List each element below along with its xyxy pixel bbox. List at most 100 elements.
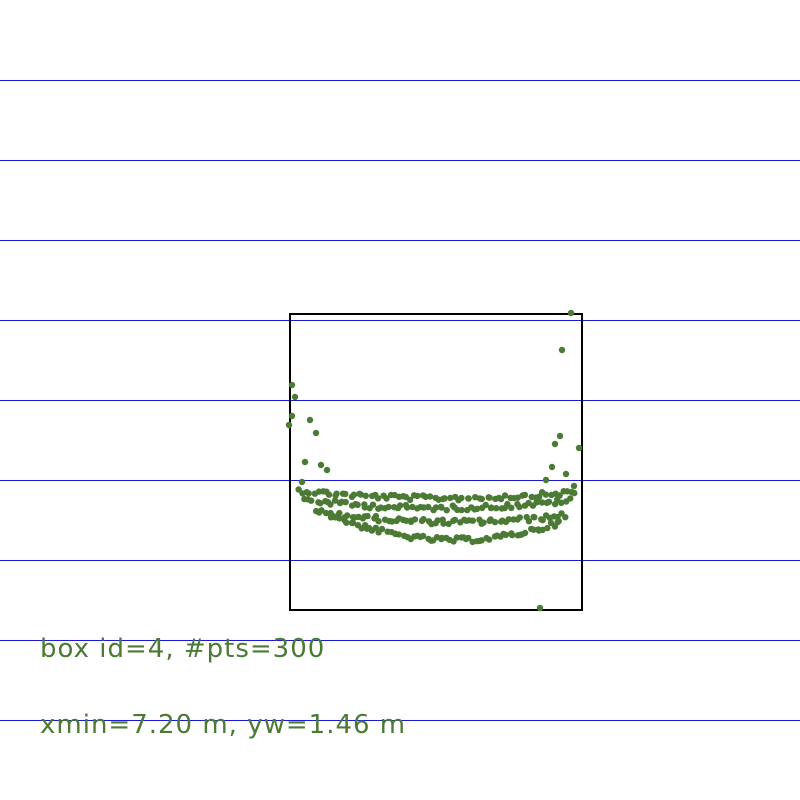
point bbox=[331, 497, 339, 504]
point bbox=[551, 440, 559, 448]
point bbox=[567, 309, 575, 317]
point bbox=[525, 518, 533, 525]
point bbox=[458, 506, 465, 514]
point bbox=[531, 514, 538, 521]
point bbox=[409, 503, 416, 511]
point bbox=[451, 516, 459, 524]
point bbox=[426, 493, 434, 500]
point bbox=[295, 486, 302, 493]
bounding-box bbox=[289, 313, 583, 611]
point bbox=[562, 514, 569, 521]
point bbox=[406, 496, 414, 503]
point bbox=[288, 381, 296, 389]
point bbox=[362, 492, 369, 499]
scan-line bbox=[0, 320, 800, 321]
point bbox=[404, 504, 411, 511]
point bbox=[570, 482, 578, 490]
box-dimensions-label: xmin=7.20 m, yw=1.46 m bbox=[40, 710, 407, 740]
point bbox=[521, 491, 529, 499]
point bbox=[425, 503, 432, 511]
point bbox=[305, 490, 312, 497]
point bbox=[440, 520, 447, 527]
point bbox=[516, 514, 523, 521]
point bbox=[369, 501, 377, 508]
point bbox=[344, 512, 351, 519]
point bbox=[318, 507, 325, 514]
point bbox=[441, 495, 448, 502]
point bbox=[419, 532, 427, 540]
point bbox=[434, 517, 441, 524]
point bbox=[575, 444, 583, 452]
point bbox=[306, 416, 314, 424]
point bbox=[317, 500, 324, 507]
point bbox=[396, 502, 404, 509]
scan-line bbox=[0, 80, 800, 81]
point bbox=[545, 498, 553, 505]
point bbox=[438, 535, 445, 543]
point bbox=[420, 516, 427, 523]
point bbox=[558, 346, 566, 354]
point bbox=[414, 492, 421, 500]
point bbox=[469, 517, 476, 524]
point bbox=[447, 494, 454, 502]
point bbox=[558, 499, 565, 506]
point bbox=[301, 458, 309, 466]
point bbox=[361, 504, 368, 511]
point bbox=[571, 489, 578, 497]
point bbox=[505, 516, 512, 523]
point bbox=[327, 501, 334, 508]
point bbox=[395, 531, 402, 538]
scan-line bbox=[0, 640, 800, 641]
point bbox=[539, 526, 546, 533]
point bbox=[473, 505, 481, 512]
point bbox=[539, 516, 546, 524]
box-info-label: box id=4, #pts=300 bbox=[40, 634, 326, 664]
point bbox=[291, 393, 299, 401]
point bbox=[374, 495, 382, 502]
point bbox=[312, 429, 320, 437]
scan-line bbox=[0, 240, 800, 241]
point bbox=[342, 490, 349, 498]
point bbox=[536, 604, 544, 612]
point bbox=[443, 507, 450, 514]
point bbox=[438, 504, 445, 511]
point bbox=[493, 505, 500, 512]
point bbox=[372, 512, 380, 520]
point bbox=[453, 534, 460, 541]
point bbox=[364, 512, 371, 520]
point bbox=[343, 519, 350, 526]
point bbox=[548, 463, 556, 471]
point bbox=[403, 517, 410, 524]
point bbox=[445, 520, 452, 527]
point bbox=[530, 526, 537, 533]
point bbox=[478, 495, 485, 503]
point bbox=[542, 476, 550, 484]
point bbox=[501, 492, 509, 499]
point bbox=[482, 501, 489, 509]
point bbox=[298, 478, 306, 486]
point bbox=[486, 494, 493, 501]
point bbox=[354, 501, 361, 508]
point bbox=[342, 498, 349, 506]
point bbox=[385, 503, 392, 511]
point bbox=[516, 503, 523, 511]
point bbox=[333, 490, 340, 497]
point bbox=[349, 519, 357, 527]
point bbox=[567, 495, 574, 502]
point bbox=[502, 531, 510, 539]
point bbox=[508, 504, 515, 511]
point bbox=[478, 537, 485, 544]
point bbox=[325, 491, 333, 498]
point bbox=[458, 494, 465, 502]
scan-line bbox=[0, 720, 800, 721]
point bbox=[317, 461, 325, 469]
scan-line bbox=[0, 480, 800, 481]
point bbox=[555, 517, 562, 525]
scan-line bbox=[0, 400, 800, 401]
point bbox=[308, 497, 315, 504]
point bbox=[491, 518, 499, 526]
point bbox=[465, 495, 472, 502]
point bbox=[542, 491, 550, 498]
